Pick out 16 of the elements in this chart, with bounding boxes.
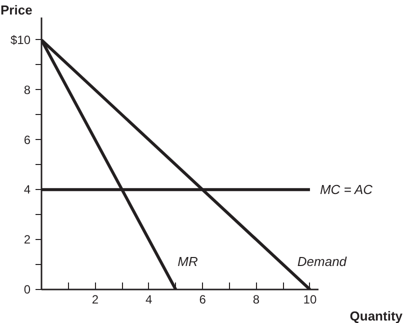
y-tick-label: 2 [24, 232, 31, 247]
y-tick-label: $10 [10, 32, 31, 47]
x-tick-label: 4 [146, 292, 153, 306]
y-tick-label: 0 [24, 282, 31, 296]
y-axis-title: Price [0, 2, 32, 18]
x-axis-title: Quantity [350, 308, 404, 323]
series-label: MC = AC [320, 182, 374, 198]
x-tick-label: 6 [199, 292, 206, 306]
y-tick-label: 6 [24, 132, 31, 147]
y-tick-label: 8 [24, 82, 31, 97]
x-tick-label: 2 [92, 292, 99, 306]
x-tick-label: 10 [303, 292, 317, 306]
x-tick-label: 8 [252, 292, 260, 306]
y-tick-label: 4 [24, 182, 31, 197]
series-label: Demand [297, 254, 348, 269]
series-label: MR [178, 254, 198, 269]
